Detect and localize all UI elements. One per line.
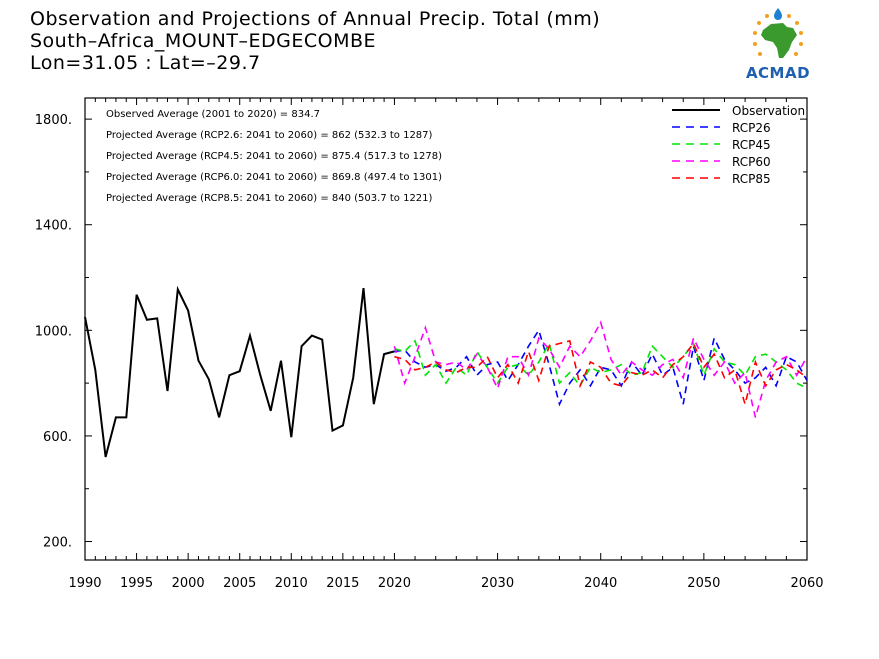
series-line-rcp60 [393, 320, 808, 418]
x-tick-label: 1995 [120, 576, 153, 591]
x-tick-label: 2060 [790, 576, 823, 591]
annotation-5: Projected Average (RCP8.5: 2041 to 2060)… [106, 193, 433, 204]
legend-label: Observation [732, 104, 805, 118]
chart-title: Observation and Projections of Annual Pr… [30, 8, 601, 30]
series-line-observation [84, 285, 395, 458]
x-tick-label: 1990 [68, 576, 101, 591]
annotation-3: Projected Average (RCP4.5: 2041 to 2060)… [106, 151, 442, 162]
annotation-4: Projected Average (RCP6.0: 2041 to 2060)… [106, 172, 442, 183]
legend-label: RCP60 [732, 155, 771, 169]
y-tick-label: 1000. [35, 324, 72, 339]
series-rcp85 [394, 339, 808, 408]
x-tick-label: 2050 [687, 576, 720, 591]
series-observation [84, 285, 395, 458]
logo-text: ACMAD [745, 64, 811, 82]
station-name: South–Africa_MOUNT–EDGECOMBE [30, 30, 376, 52]
x-tick-label: 2005 [223, 576, 256, 591]
x-tick-label: 2010 [275, 576, 308, 591]
acmad-logo: ACMAD [737, 8, 819, 82]
legend: Observation RCP26 RCP45 RCP60 RCP85 [672, 104, 805, 186]
x-tick-label: 2020 [378, 576, 411, 591]
legend-label: RCP26 [732, 121, 771, 135]
africa-map-icon [753, 8, 803, 58]
x-tick-label: 2040 [584, 576, 617, 591]
series-rcp60 [393, 320, 808, 418]
station-coordinates: Lon=31.05 : Lat=–29.7 [30, 52, 261, 74]
series-line-rcp45 [394, 339, 808, 390]
legend-label: RCP85 [732, 172, 771, 186]
y-tick-label: 600. [43, 430, 72, 445]
series-rcp45 [394, 339, 808, 390]
x-tick-label: 2015 [326, 576, 359, 591]
series-line-rcp85 [394, 339, 808, 408]
plot-frame [84, 97, 808, 561]
series-line-rcp26 [394, 328, 808, 407]
x-tick-label: 2000 [172, 576, 205, 591]
y-tick-label: 1400. [35, 219, 72, 234]
y-tick-label: 200. [43, 536, 72, 551]
x-tick-label: 2030 [481, 576, 514, 591]
annotation-2: Projected Average (RCP2.6: 2041 to 2060)… [106, 130, 433, 141]
y-tick-label: 1800. [35, 113, 72, 128]
chart-title-block: Observation and Projections of Annual Pr… [30, 8, 600, 74]
legend-label: RCP45 [732, 138, 771, 152]
annotation-1: Observed Average (2001 to 2020) = 834.7 [106, 109, 320, 120]
